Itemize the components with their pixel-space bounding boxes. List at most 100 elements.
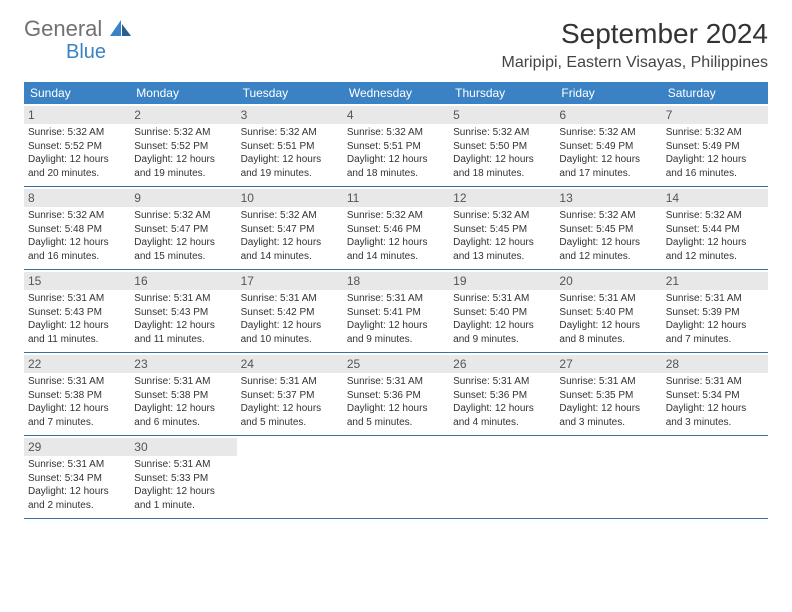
sunset-text: Sunset: 5:36 PM <box>453 389 551 403</box>
daylight-text: Daylight: 12 hours and 17 minutes. <box>559 153 657 180</box>
day-number: 4 <box>343 106 449 124</box>
sunset-text: Sunset: 5:51 PM <box>347 140 445 154</box>
day-detail: Sunrise: 5:32 AMSunset: 5:46 PMDaylight:… <box>347 209 445 263</box>
daylight-text: Daylight: 12 hours and 16 minutes. <box>28 236 126 263</box>
daylight-text: Daylight: 12 hours and 19 minutes. <box>134 153 232 180</box>
sunrise-text: Sunrise: 5:31 AM <box>134 292 232 306</box>
day-detail: Sunrise: 5:32 AMSunset: 5:49 PMDaylight:… <box>559 126 657 180</box>
calendar-week: 15Sunrise: 5:31 AMSunset: 5:43 PMDayligh… <box>24 270 768 353</box>
daylight-text: Daylight: 12 hours and 2 minutes. <box>28 485 126 512</box>
sunset-text: Sunset: 5:34 PM <box>666 389 764 403</box>
sunrise-text: Sunrise: 5:31 AM <box>347 375 445 389</box>
day-detail: Sunrise: 5:32 AMSunset: 5:48 PMDaylight:… <box>28 209 126 263</box>
calendar-day: 25Sunrise: 5:31 AMSunset: 5:36 PMDayligh… <box>343 353 449 435</box>
day-number: 13 <box>555 189 661 207</box>
sunset-text: Sunset: 5:48 PM <box>28 223 126 237</box>
day-detail: Sunrise: 5:32 AMSunset: 5:50 PMDaylight:… <box>453 126 551 180</box>
calendar-day: 29Sunrise: 5:31 AMSunset: 5:34 PMDayligh… <box>24 436 130 518</box>
sunset-text: Sunset: 5:52 PM <box>134 140 232 154</box>
calendar-day: 23Sunrise: 5:31 AMSunset: 5:38 PMDayligh… <box>130 353 236 435</box>
sunset-text: Sunset: 5:51 PM <box>241 140 339 154</box>
sunset-text: Sunset: 5:50 PM <box>453 140 551 154</box>
sunset-text: Sunset: 5:38 PM <box>28 389 126 403</box>
logo-text-wrap: General Blue <box>24 18 132 64</box>
day-number: 11 <box>343 189 449 207</box>
sunset-text: Sunset: 5:46 PM <box>347 223 445 237</box>
day-number: 29 <box>24 438 130 456</box>
day-detail: Sunrise: 5:31 AMSunset: 5:40 PMDaylight:… <box>559 292 657 346</box>
logo-sail-icon <box>110 20 132 43</box>
daylight-text: Daylight: 12 hours and 14 minutes. <box>347 236 445 263</box>
sunset-text: Sunset: 5:45 PM <box>453 223 551 237</box>
sunset-text: Sunset: 5:40 PM <box>559 306 657 320</box>
sunset-text: Sunset: 5:52 PM <box>28 140 126 154</box>
sunrise-text: Sunrise: 5:32 AM <box>453 209 551 223</box>
day-detail: Sunrise: 5:32 AMSunset: 5:51 PMDaylight:… <box>347 126 445 180</box>
logo-text-general: General <box>24 16 102 41</box>
calendar-day <box>343 436 449 518</box>
calendar-day: 18Sunrise: 5:31 AMSunset: 5:41 PMDayligh… <box>343 270 449 352</box>
weekday-header: Tuesday <box>237 82 343 104</box>
calendar-day: 15Sunrise: 5:31 AMSunset: 5:43 PMDayligh… <box>24 270 130 352</box>
day-detail: Sunrise: 5:32 AMSunset: 5:52 PMDaylight:… <box>134 126 232 180</box>
day-detail: Sunrise: 5:31 AMSunset: 5:38 PMDaylight:… <box>134 375 232 429</box>
day-detail: Sunrise: 5:31 AMSunset: 5:39 PMDaylight:… <box>666 292 764 346</box>
calendar: Sunday Monday Tuesday Wednesday Thursday… <box>24 82 768 519</box>
day-detail: Sunrise: 5:31 AMSunset: 5:33 PMDaylight:… <box>134 458 232 512</box>
calendar-day <box>555 436 661 518</box>
daylight-text: Daylight: 12 hours and 15 minutes. <box>134 236 232 263</box>
day-detail: Sunrise: 5:32 AMSunset: 5:51 PMDaylight:… <box>241 126 339 180</box>
day-number: 7 <box>662 106 768 124</box>
day-number: 24 <box>237 355 343 373</box>
sunrise-text: Sunrise: 5:31 AM <box>134 375 232 389</box>
sunset-text: Sunset: 5:40 PM <box>453 306 551 320</box>
calendar-day: 20 Sunrise: 5:31 AMSunset: 5:40 PMDayligh… <box>555 270 661 352</box>
calendar-day: 2 Sunrise: 5:32 AMSunset: 5:52 PMDaylight… <box>130 104 236 186</box>
sunrise-text: Sunrise: 5:32 AM <box>559 126 657 140</box>
calendar-day: 12Sunrise: 5:32 AMSunset: 5:45 PMDayligh… <box>449 187 555 269</box>
day-number: 21 <box>662 272 768 290</box>
location: Maripipi, Eastern Visayas, Philippines <box>502 54 769 72</box>
calendar-day: 5Sunrise: 5:32 AMSunset: 5:50 PMDaylight… <box>449 104 555 186</box>
weekday-header: Saturday <box>662 82 768 104</box>
day-number: 19 <box>449 272 555 290</box>
daylight-text: Daylight: 12 hours and 9 minutes. <box>347 319 445 346</box>
sunrise-text: Sunrise: 5:32 AM <box>134 126 232 140</box>
calendar-day: 13 Sunrise: 5:32 AMSunset: 5:45 PMDayligh… <box>555 187 661 269</box>
calendar-day: 8 Sunrise: 5:32 AMSunset: 5:48 PMDaylight… <box>24 187 130 269</box>
weekday-header: Friday <box>555 82 661 104</box>
daylight-text: Daylight: 12 hours and 18 minutes. <box>453 153 551 180</box>
daylight-text: Daylight: 12 hours and 7 minutes. <box>28 402 126 429</box>
sunset-text: Sunset: 5:35 PM <box>559 389 657 403</box>
sunrise-text: Sunrise: 5:32 AM <box>241 209 339 223</box>
daylight-text: Daylight: 12 hours and 12 minutes. <box>666 236 764 263</box>
sunset-text: Sunset: 5:42 PM <box>241 306 339 320</box>
day-detail: Sunrise: 5:32 AMSunset: 5:45 PMDaylight:… <box>559 209 657 263</box>
daylight-text: Daylight: 12 hours and 10 minutes. <box>241 319 339 346</box>
day-number: 20 <box>555 272 661 290</box>
sunrise-text: Sunrise: 5:31 AM <box>241 292 339 306</box>
calendar-day: 26Sunrise: 5:31 AMSunset: 5:36 PMDayligh… <box>449 353 555 435</box>
day-detail: Sunrise: 5:32 AMSunset: 5:47 PMDaylight:… <box>241 209 339 263</box>
sunrise-text: Sunrise: 5:31 AM <box>347 292 445 306</box>
sunrise-text: Sunrise: 5:31 AM <box>559 292 657 306</box>
sunset-text: Sunset: 5:45 PM <box>559 223 657 237</box>
day-number: 2 <box>130 106 236 124</box>
day-detail: Sunrise: 5:32 AMSunset: 5:44 PMDaylight:… <box>666 209 764 263</box>
sunset-text: Sunset: 5:49 PM <box>559 140 657 154</box>
day-detail: Sunrise: 5:31 AMSunset: 5:36 PMDaylight:… <box>347 375 445 429</box>
day-number: 8 <box>24 189 130 207</box>
day-number: 15 <box>24 272 130 290</box>
day-detail: Sunrise: 5:31 AMSunset: 5:34 PMDaylight:… <box>666 375 764 429</box>
day-number: 9 <box>130 189 236 207</box>
calendar-day: 17Sunrise: 5:31 AMSunset: 5:42 PMDayligh… <box>237 270 343 352</box>
daylight-text: Daylight: 12 hours and 5 minutes. <box>347 402 445 429</box>
daylight-text: Daylight: 12 hours and 6 minutes. <box>134 402 232 429</box>
daylight-text: Daylight: 12 hours and 3 minutes. <box>666 402 764 429</box>
calendar-day <box>237 436 343 518</box>
calendar-week: 8Sunrise: 5:32 AMSunset: 5:48 PMDaylight… <box>24 187 768 270</box>
weekday-header: Sunday <box>24 82 130 104</box>
calendar-day: 28Sunrise: 5:31 AMSunset: 5:34 PMDayligh… <box>662 353 768 435</box>
calendar-weeks: 1Sunrise: 5:32 AMSunset: 5:52 PMDaylight… <box>24 104 768 519</box>
day-detail: Sunrise: 5:32 AMSunset: 5:45 PMDaylight:… <box>453 209 551 263</box>
